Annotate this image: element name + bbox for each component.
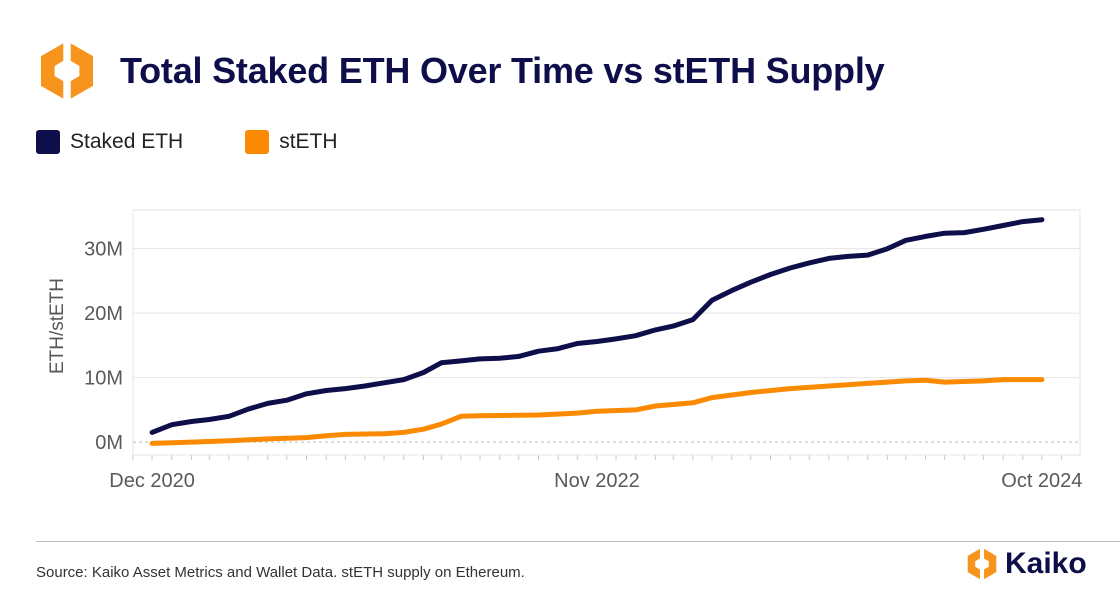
- series-layer: [149, 217, 1045, 446]
- source-note: Source: Kaiko Asset Metrics and Wallet D…: [36, 564, 525, 581]
- series-line-steth: [149, 377, 1045, 446]
- x-tick-label: Oct 2024: [1001, 470, 1082, 492]
- footer-brand: Kaiko: [965, 547, 1087, 581]
- y-tick-label: 0M: [95, 432, 123, 454]
- series-line-staked-eth: [149, 217, 1045, 435]
- legend-item-steth: stETH: [245, 130, 338, 154]
- plot-frame: [132, 209, 1081, 456]
- brand-name: Kaiko: [1005, 547, 1087, 580]
- legend-swatch-staked-eth: [36, 130, 60, 154]
- legend-label-staked-eth: Staked ETH: [70, 130, 184, 153]
- legend-item-staked-eth: Staked ETH: [36, 130, 183, 154]
- chart-legend: Staked ETH stETH: [36, 130, 400, 154]
- y-axis-title: ETH/stETH: [47, 278, 68, 374]
- legend-swatch-steth: [245, 130, 270, 154]
- x-tick-label: Dec 2020: [109, 470, 195, 492]
- kaiko-brand-icon: [967, 547, 997, 581]
- legend-label-steth: stETH: [279, 130, 338, 153]
- y-tick-label: 30M: [84, 239, 123, 261]
- kaiko-logo-icon: [40, 40, 94, 102]
- y-ticks: 0M 10M 20M 30M: [84, 239, 123, 454]
- y-tick-label: 10M: [84, 368, 123, 390]
- x-ticks: Dec 2020 Nov 2022 Oct 2024: [109, 470, 1082, 492]
- page-title: Total Staked ETH Over Time vs stETH Supp…: [120, 50, 885, 91]
- x-tick-label: Nov 2022: [554, 470, 640, 492]
- grid-layer: [132, 209, 1081, 460]
- footer-divider: [36, 541, 1120, 542]
- y-tick-label: 20M: [84, 303, 123, 325]
- line-chart: ETH/stETH 0M 10M 20M 30M Dec 2020 Nov 2022 Oc…: [47, 209, 1082, 492]
